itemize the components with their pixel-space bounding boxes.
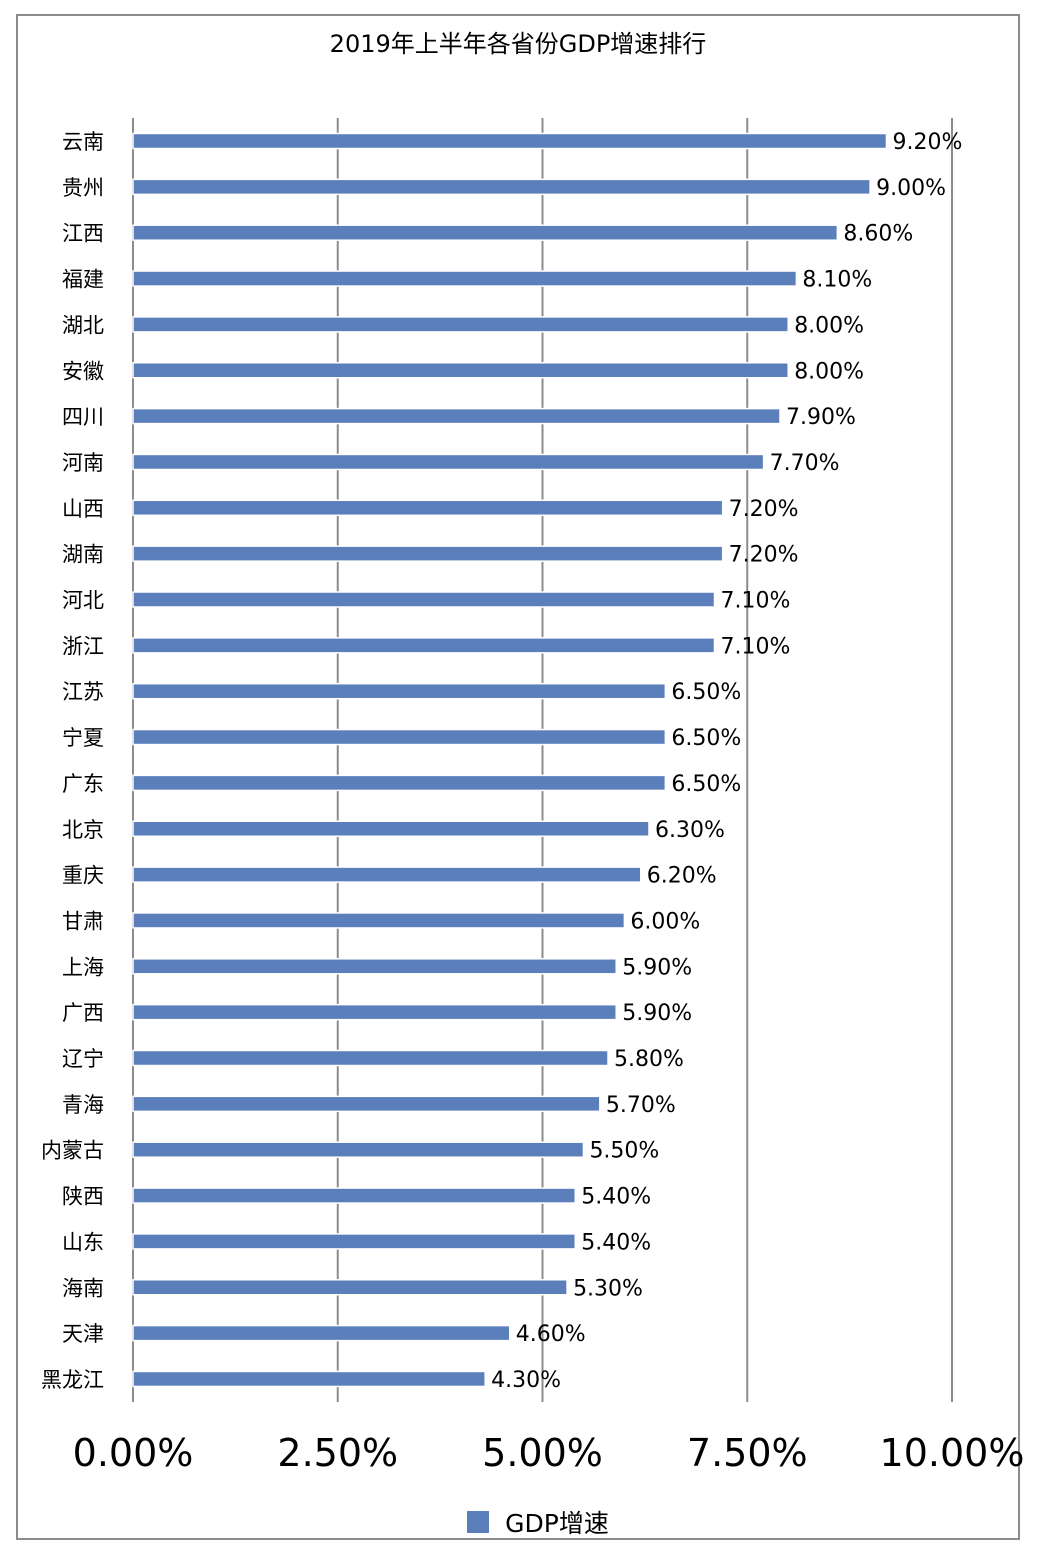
data-label-27: 4.30% xyxy=(491,1368,561,1393)
data-label-8: 7.20% xyxy=(729,497,799,522)
bar-2 xyxy=(132,224,839,241)
category-label-18: 上海 xyxy=(62,955,104,979)
x-tick-label-0: 0.00% xyxy=(73,1431,194,1475)
data-label-2: 8.60% xyxy=(843,222,913,247)
category-label-9: 湖南 xyxy=(62,543,104,567)
category-label-17: 甘肃 xyxy=(62,909,104,933)
bar-12 xyxy=(132,682,667,700)
legend: GDP增速 xyxy=(0,1504,1046,1540)
bar-4 xyxy=(132,316,789,333)
bar-22 xyxy=(132,1141,585,1158)
data-label-0: 9.20% xyxy=(892,130,962,155)
data-label-7: 7.70% xyxy=(770,451,840,476)
category-label-7: 河南 xyxy=(62,451,104,475)
chart-title: 2019年上半年各省份GDP增速排行 xyxy=(329,30,707,58)
category-label-11: 浙江 xyxy=(62,634,104,658)
category-label-0: 云南 xyxy=(62,130,104,154)
category-label-2: 江西 xyxy=(62,222,104,246)
data-label-6: 7.90% xyxy=(786,405,856,430)
category-label-20: 辽宁 xyxy=(62,1047,104,1071)
category-label-12: 江苏 xyxy=(62,680,104,704)
bar-1 xyxy=(132,178,871,196)
bar-19 xyxy=(132,1003,617,1021)
category-label-10: 河北 xyxy=(62,589,104,613)
x-tick-label-2: 5.00% xyxy=(482,1431,603,1475)
data-label-9: 7.20% xyxy=(729,543,799,568)
bar-9 xyxy=(132,545,724,562)
bar-10 xyxy=(132,591,716,608)
bar-23 xyxy=(132,1187,577,1204)
data-labels: 9.20% 9.00% 8.60% 8.10% 8.00% 8.00% 7.90% 7.70%… xyxy=(491,130,962,1393)
bar-26 xyxy=(132,1324,511,1342)
category-labels: 云南贵州江西福建湖北安徽四川河南山西湖南河北浙江江苏宁夏广东北京重庆甘肃上海广西… xyxy=(41,130,104,1392)
bar-25 xyxy=(132,1279,568,1296)
data-label-10: 7.10% xyxy=(720,589,790,614)
data-label-17: 6.00% xyxy=(630,909,700,934)
bar-21 xyxy=(132,1095,601,1113)
data-label-21: 5.70% xyxy=(606,1093,676,1118)
data-label-25: 5.30% xyxy=(573,1276,643,1301)
gridlines xyxy=(132,118,953,1402)
category-label-27: 黑龙江 xyxy=(41,1368,104,1392)
x-tick-label-4: 10.00% xyxy=(880,1431,1025,1475)
data-label-1: 9.00% xyxy=(876,176,946,201)
bar-11 xyxy=(132,637,716,654)
category-label-6: 四川 xyxy=(62,405,104,429)
category-label-8: 山西 xyxy=(62,497,104,521)
data-label-11: 7.10% xyxy=(720,634,790,659)
bar-13 xyxy=(132,728,667,746)
data-label-19: 5.90% xyxy=(622,1001,692,1026)
legend-label: GDP增速 xyxy=(505,1509,609,1538)
bar-16 xyxy=(132,866,642,883)
bar-24 xyxy=(132,1233,577,1250)
category-label-15: 北京 xyxy=(62,818,104,842)
bars xyxy=(132,132,888,1388)
x-tick-label-1: 2.50% xyxy=(277,1431,398,1475)
category-label-26: 天津 xyxy=(62,1322,104,1346)
bar-6 xyxy=(132,407,781,425)
bar-0 xyxy=(132,132,888,150)
bar-3 xyxy=(132,270,798,287)
data-label-24: 5.40% xyxy=(581,1230,651,1255)
data-label-16: 6.20% xyxy=(647,864,717,889)
category-label-19: 广西 xyxy=(62,1001,104,1025)
category-label-5: 安徽 xyxy=(62,359,104,383)
data-label-22: 5.50% xyxy=(589,1139,659,1164)
data-label-23: 5.40% xyxy=(581,1185,651,1210)
bar-15 xyxy=(132,820,650,837)
bar-5 xyxy=(132,362,789,379)
data-label-15: 6.30% xyxy=(655,818,725,843)
category-label-25: 海南 xyxy=(62,1276,104,1300)
data-label-5: 8.00% xyxy=(794,359,864,384)
bar-17 xyxy=(132,912,626,929)
bar-20 xyxy=(132,1049,609,1067)
bar-27 xyxy=(132,1370,486,1388)
data-label-18: 5.90% xyxy=(622,955,692,980)
data-label-4: 8.00% xyxy=(794,313,864,338)
data-label-3: 8.10% xyxy=(802,268,872,293)
category-label-3: 福建 xyxy=(62,268,104,292)
category-label-1: 贵州 xyxy=(62,176,104,200)
data-label-12: 6.50% xyxy=(671,680,741,705)
category-label-23: 陕西 xyxy=(62,1185,104,1209)
data-label-20: 5.80% xyxy=(614,1047,684,1072)
category-label-16: 重庆 xyxy=(62,864,104,888)
data-label-13: 6.50% xyxy=(671,726,741,751)
x-tick-label-3: 7.50% xyxy=(687,1431,808,1475)
category-label-22: 内蒙古 xyxy=(41,1139,104,1163)
bar-14 xyxy=(132,774,667,792)
category-label-21: 青海 xyxy=(62,1093,104,1117)
data-label-26: 4.60% xyxy=(516,1322,586,1347)
category-label-13: 宁夏 xyxy=(62,726,104,750)
category-label-4: 湖北 xyxy=(62,313,104,337)
category-label-24: 山东 xyxy=(62,1230,104,1254)
bar-18 xyxy=(132,958,617,975)
x-tick-labels: 0.00% 2.50% 5.00% 7.50% 10.00% xyxy=(73,1431,1025,1475)
bar-8 xyxy=(132,499,724,517)
category-label-14: 广东 xyxy=(62,772,104,796)
bar-7 xyxy=(132,453,765,471)
data-label-14: 6.50% xyxy=(671,772,741,797)
legend-swatch xyxy=(467,1511,490,1533)
